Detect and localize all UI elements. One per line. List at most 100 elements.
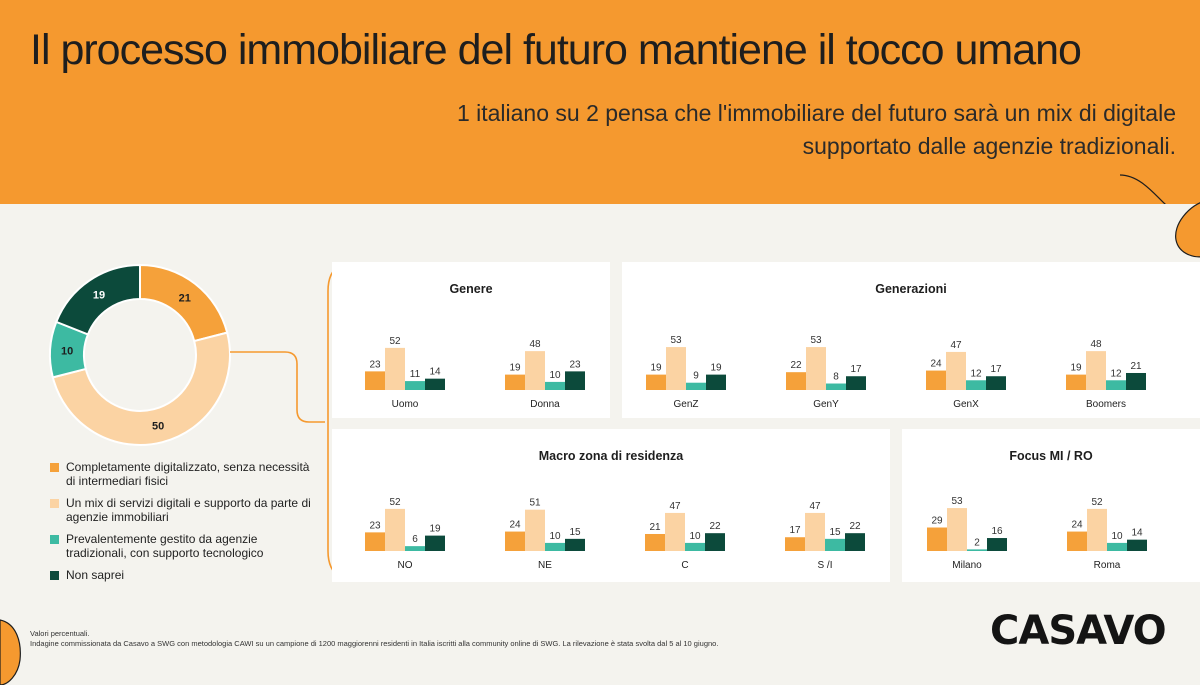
category-label: Roma (1094, 560, 1121, 571)
bar (806, 347, 826, 390)
bar (565, 538, 585, 551)
donut-slice-label: 21 (179, 292, 191, 304)
legend-item: Un mix di servizi digitali e supporto da… (50, 496, 320, 524)
legend-item: Prevalentemente gestito da agenzie tradi… (50, 532, 320, 560)
bar (947, 508, 967, 551)
bar (805, 512, 825, 551)
category-label: Uomo (392, 399, 419, 410)
bar (846, 376, 866, 390)
donut-slice (55, 263, 141, 336)
decorative-blob-left (0, 619, 21, 685)
bar (666, 347, 686, 390)
legend-item: Non saprei (50, 568, 320, 582)
bar-value-label: 19 (429, 524, 441, 535)
bar (946, 351, 966, 390)
bar (425, 378, 445, 390)
bar-value-label: 52 (389, 497, 401, 508)
bar-value-label: 9 (693, 371, 699, 382)
legend: Completamente digitalizzato, senza neces… (50, 460, 320, 590)
bar (685, 542, 705, 551)
bar (966, 380, 986, 390)
bar-value-label: 10 (549, 370, 561, 381)
category-label: S /I (817, 560, 832, 571)
bar-chart-generazioni: 19 53 9 19 GenZ 22 53 8 17 GenY 24 47 12 17 GenX 19 48 12… (646, 335, 1146, 410)
bar (986, 376, 1006, 390)
legend-label: Non saprei (66, 568, 125, 582)
bar (927, 527, 947, 551)
bar (365, 532, 385, 551)
donut-slice (51, 331, 231, 446)
category-label: Boomers (1086, 399, 1126, 410)
footnote-line: Indagine commissionata da Casavo a SWG c… (30, 639, 719, 648)
legend-label: Prevalentemente gestito da agenzie tradi… (66, 532, 264, 560)
bar (365, 371, 385, 390)
category-label: GenX (953, 399, 979, 410)
bar (645, 533, 665, 551)
category-label: C (681, 560, 688, 571)
bar (1087, 508, 1107, 551)
category-label: GenZ (673, 399, 698, 410)
bar-chart-focus-mi-ro: 29 53 2 16 Milano 24 52 10 14 Roma (927, 496, 1147, 571)
bar-value-label: 10 (549, 531, 561, 542)
bar-value-label: 53 (670, 335, 682, 346)
bar-value-label: 52 (389, 336, 401, 347)
bar-value-label: 6 (412, 534, 418, 545)
bar (1067, 531, 1087, 551)
bar-value-label: 2 (974, 537, 980, 548)
panel-title: Generazioni (875, 282, 947, 296)
bar-value-label: 47 (950, 340, 962, 351)
decorative-blob-right (1175, 202, 1200, 258)
category-label: NE (538, 560, 552, 571)
bar-chart-genere: 23 52 11 14 Uomo 19 48 10 23 Donna (365, 336, 585, 410)
bar (1106, 380, 1126, 390)
bar-value-label: 15 (829, 527, 841, 538)
bar (385, 508, 405, 551)
bar (505, 374, 525, 390)
bar (525, 351, 545, 390)
bar (825, 538, 845, 551)
bar (525, 509, 545, 551)
panel-genere: Genere 23 52 11 14 Uomo 19 48 10 23 Donna (332, 262, 610, 418)
page-title: Il processo immobiliare del futuro manti… (30, 26, 1082, 74)
legend-swatch (50, 535, 59, 544)
bar (785, 537, 805, 551)
bar-value-label: 17 (990, 364, 1002, 375)
bar (967, 549, 987, 551)
bar (706, 374, 726, 390)
bar (405, 381, 425, 390)
donut-slice-label: 50 (152, 421, 164, 433)
bar-value-label: 22 (709, 521, 721, 532)
category-label: Milano (952, 560, 982, 571)
bar (545, 381, 565, 390)
bar (786, 372, 806, 390)
legend-swatch (50, 499, 59, 508)
panel-title: Genere (449, 282, 493, 296)
bar-value-label: 48 (529, 339, 541, 350)
bar (826, 383, 846, 390)
bar (665, 512, 685, 551)
category-label: GenY (813, 399, 839, 410)
bar (405, 546, 425, 551)
header-banner: Il processo immobiliare del futuro manti… (0, 0, 1200, 204)
bar-value-label: 23 (369, 359, 381, 370)
bar-value-label: 17 (789, 525, 801, 536)
bar (1107, 542, 1127, 551)
legend-swatch (50, 463, 59, 472)
bar (705, 533, 725, 551)
bar-value-label: 21 (649, 522, 661, 533)
bar (686, 382, 706, 390)
bar (987, 538, 1007, 551)
bar-value-label: 22 (849, 521, 861, 532)
bar (505, 531, 525, 551)
panel-title: Focus MI / RO (1009, 449, 1093, 463)
legend-label: Un mix di servizi digitali e supporto da… (66, 496, 311, 524)
legend-swatch (50, 571, 59, 580)
panel-title: Macro zona di residenza (538, 449, 684, 463)
bar (385, 347, 405, 390)
bar-value-label: 29 (931, 516, 943, 527)
page-subtitle: 1 italiano su 2 pensa che l'immobiliare … (456, 100, 1176, 159)
legend-label: Completamente digitalizzato, senza neces… (66, 460, 310, 488)
bar-value-label: 12 (1110, 368, 1122, 379)
bar-value-label: 22 (790, 360, 802, 371)
bar (1086, 351, 1106, 390)
